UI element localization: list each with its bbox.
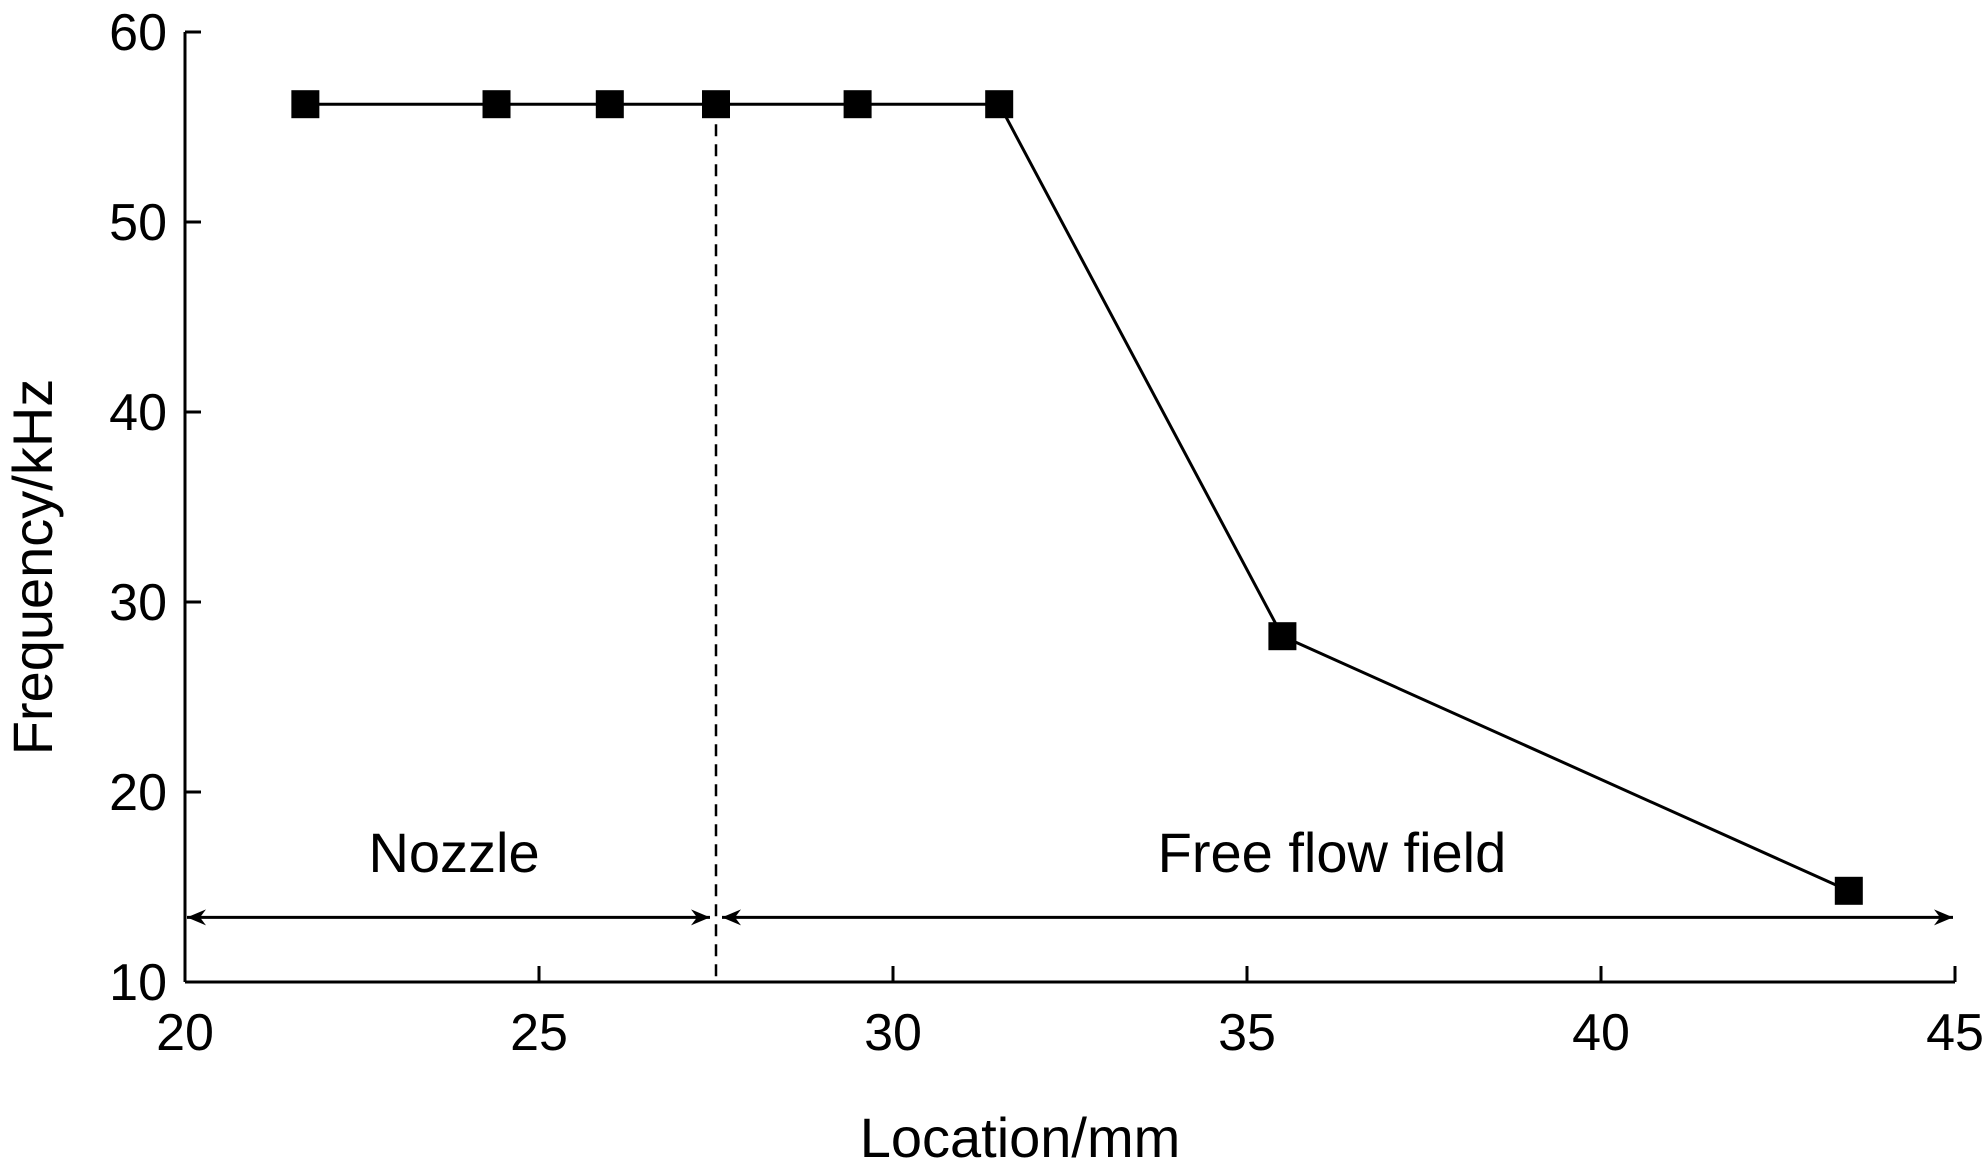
region-label: Free flow field xyxy=(1158,821,1507,884)
data-point-marker xyxy=(843,90,872,119)
x-axis-title: Location/mm xyxy=(860,1106,1181,1169)
data-point-marker xyxy=(1268,622,1297,651)
x-tick-label: 25 xyxy=(510,1004,568,1062)
data-point-marker xyxy=(985,90,1014,119)
x-tick-label: 40 xyxy=(1572,1004,1630,1062)
y-axis-title: Frequency/kHz xyxy=(1,379,64,756)
x-tick-label: 30 xyxy=(864,1004,922,1062)
y-tick-label: 10 xyxy=(109,954,167,1012)
y-tick-label: 30 xyxy=(109,574,167,632)
data-point-marker xyxy=(1834,876,1863,905)
data-point-marker xyxy=(702,90,730,119)
x-tick-label: 20 xyxy=(156,1004,214,1062)
data-point-marker xyxy=(595,90,624,119)
y-tick-label: 60 xyxy=(109,4,167,62)
series-line xyxy=(305,102,1850,893)
region-label: Nozzle xyxy=(368,821,539,884)
y-tick-label: 20 xyxy=(109,764,167,822)
annotations: Nozzle Free flow field xyxy=(187,104,1953,982)
data-series xyxy=(291,90,1863,905)
data-point-marker xyxy=(482,90,511,119)
x-tick-label: 35 xyxy=(1218,1004,1276,1062)
data-point-marker xyxy=(291,90,320,119)
y-tick-label: 50 xyxy=(109,194,167,252)
x-tick-label: 45 xyxy=(1926,1004,1984,1062)
y-tick-label: 40 xyxy=(109,384,167,442)
